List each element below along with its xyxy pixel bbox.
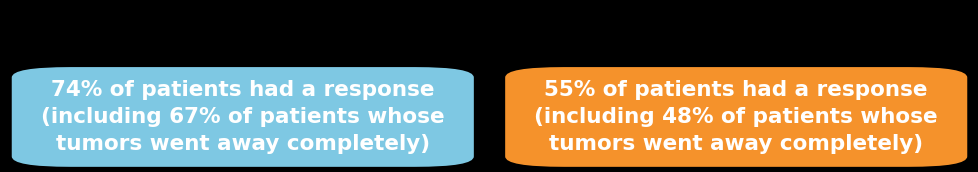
FancyBboxPatch shape bbox=[12, 67, 473, 167]
FancyBboxPatch shape bbox=[505, 67, 966, 167]
Text: 55% of patients had a response
(including 48% of patients whose
tumors went away: 55% of patients had a response (includin… bbox=[534, 80, 937, 154]
Text: 74% of patients had a response
(including 67% of patients whose
tumors went away: 74% of patients had a response (includin… bbox=[41, 80, 444, 154]
